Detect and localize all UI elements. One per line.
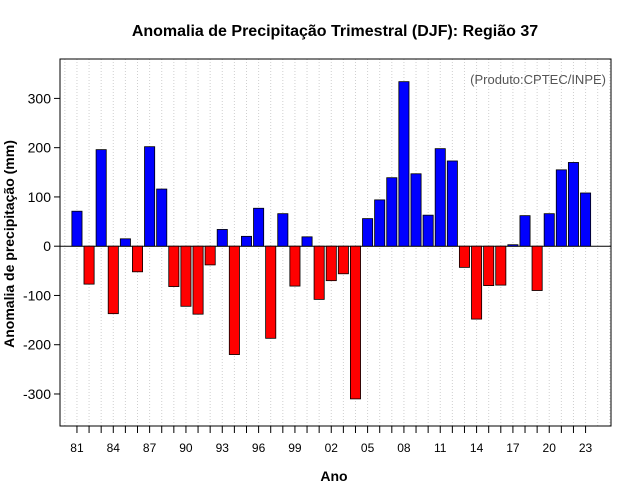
y-tick-label: -200	[23, 337, 51, 353]
plot-frame	[59, 58, 612, 427]
bar	[83, 245, 95, 285]
bar	[543, 213, 555, 247]
bars	[71, 81, 592, 400]
bar	[95, 149, 107, 247]
source-annotation: (Produto:CPTEC/INPE)	[470, 72, 606, 87]
bar	[265, 245, 277, 339]
bar	[495, 245, 507, 286]
x-tick-label: 17	[506, 441, 520, 455]
y-tick-label: 300	[28, 90, 52, 106]
bar	[446, 160, 458, 247]
bar	[192, 245, 204, 315]
bar	[398, 81, 410, 247]
y-tick-label: -300	[23, 386, 51, 402]
bar	[241, 235, 252, 247]
x-tick-label: 08	[397, 441, 411, 455]
bar	[132, 245, 143, 273]
bar	[567, 162, 579, 247]
bar	[337, 245, 349, 275]
bar	[313, 245, 325, 300]
bar	[301, 236, 313, 247]
bar	[289, 245, 301, 287]
bar	[374, 199, 386, 247]
bar	[458, 245, 470, 268]
bar	[168, 245, 180, 287]
bar	[119, 238, 131, 247]
x-tick-label: 14	[470, 441, 484, 455]
x-tick-label: 93	[216, 441, 230, 455]
bar	[507, 244, 519, 247]
x-tick-label: 11	[434, 441, 447, 455]
bar	[144, 146, 156, 247]
bar	[471, 245, 483, 320]
x-tick-label: 23	[579, 441, 593, 455]
bar	[555, 169, 567, 247]
x-tick-label: 99	[288, 441, 302, 455]
x-tick-label: 90	[179, 441, 193, 455]
bar	[325, 245, 337, 282]
x-tick-label: 20	[543, 441, 557, 455]
bar	[422, 214, 434, 247]
x-tick-label: 02	[325, 441, 339, 455]
bar	[156, 188, 168, 247]
bar	[253, 207, 265, 247]
bar	[580, 192, 592, 247]
x-axis-title: Ano	[320, 468, 347, 484]
x-tick-label: 96	[252, 441, 266, 455]
y-tick-label: 0	[43, 238, 51, 254]
bar	[531, 245, 543, 291]
x-tick-label: 84	[107, 441, 121, 455]
bar	[277, 213, 289, 247]
bar	[204, 245, 216, 266]
bar	[228, 245, 240, 355]
bar	[180, 245, 192, 307]
bar	[71, 210, 83, 247]
chart-title: Anomalia de Precipitação Trimestral (DJF…	[132, 23, 538, 40]
bar	[216, 229, 228, 247]
bar	[483, 245, 495, 287]
bar	[434, 148, 446, 247]
y-axis-title: Anomalia de precipitação (mm)	[1, 140, 17, 348]
y-tick-label: 100	[28, 189, 52, 205]
y-axis: -300 -200 -100 0 100 200 300	[23, 90, 60, 402]
bar	[410, 173, 422, 247]
bar	[519, 215, 531, 247]
x-tick-label: 87	[143, 441, 157, 455]
x-axis: 81 84 87 90 93 96 99 02 05 08 11 14 17 20 23	[70, 426, 593, 455]
bar	[349, 245, 361, 400]
bar	[386, 177, 398, 247]
x-tick-label: 05	[361, 441, 375, 455]
y-tick-label: -100	[23, 287, 51, 303]
bar	[107, 245, 119, 315]
bar	[362, 218, 374, 247]
x-tick-label: 81	[70, 441, 84, 455]
y-tick-label: 200	[28, 140, 52, 156]
